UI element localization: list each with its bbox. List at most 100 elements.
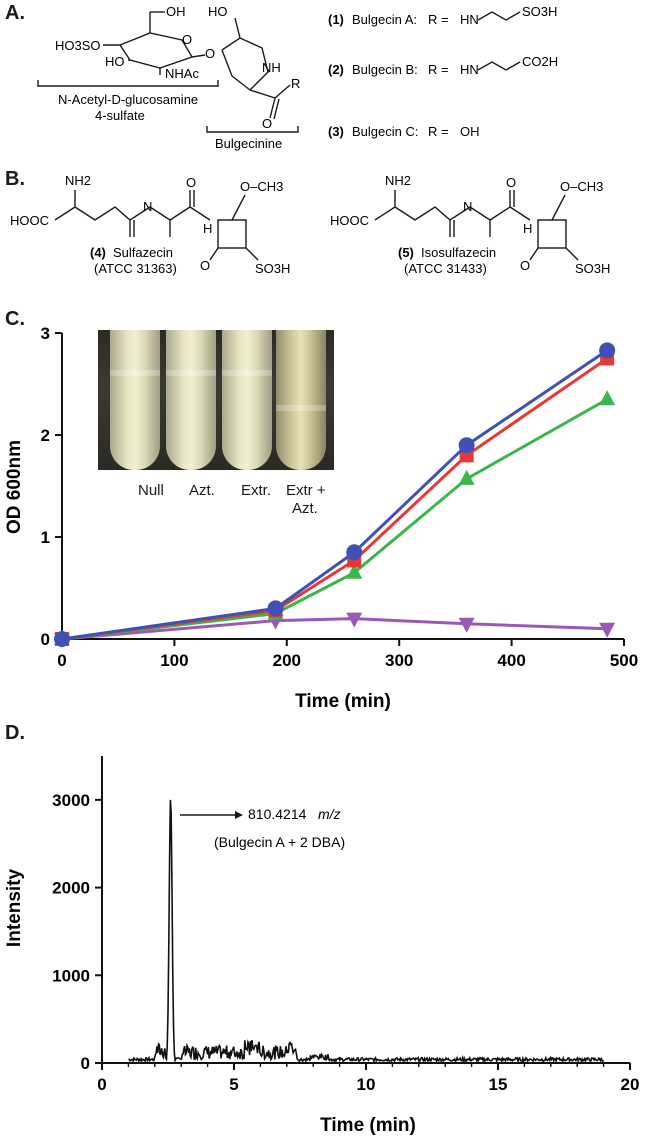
iso-so3h: SO3H	[575, 261, 610, 276]
glc-oh-label: OH	[166, 4, 186, 19]
panel-a-label: A.	[5, 2, 25, 24]
sulf-o-top: O	[186, 175, 196, 190]
x-tick-label: 20	[621, 1075, 640, 1094]
point-triangle-down	[346, 612, 363, 628]
panel-a-structure: HO3SO HO OH NHAc O O HO NH R O N-Acetyl-…	[37, 4, 558, 151]
peak-mz: 810.4214	[248, 806, 307, 822]
y-tick-label: 3	[41, 324, 50, 343]
growth-chart-ylabel: OD 600nm	[4, 440, 25, 534]
sulf-hooc: HOOC	[10, 213, 49, 228]
iso-h: H	[523, 221, 532, 236]
x-tick-label: 400	[497, 651, 525, 670]
svg-text:R =: R =	[428, 12, 449, 27]
trace-line	[128, 799, 605, 1065]
compound-2: (2) Bulgecin B: R = HN CO2H	[328, 54, 558, 77]
svg-text:(2): (2)	[328, 62, 344, 77]
svg-text:Bulgecin A:: Bulgecin A:	[352, 12, 417, 27]
iso-hooc: HOOC	[330, 213, 369, 228]
iso-atcc: (ATCC 31433)	[404, 261, 487, 276]
tube-extr-azt	[276, 330, 326, 470]
bulg-caption: Bulgecinine	[215, 136, 282, 151]
peak-mz-unit: m/z	[318, 806, 341, 822]
y-tick-label: 1000	[52, 966, 90, 985]
glc-so3-label: HO3SO	[55, 38, 101, 53]
svg-text:R =: R =	[428, 62, 449, 77]
iso-och3: O–CH3	[560, 179, 603, 194]
y-tick-label: 0	[81, 1054, 90, 1073]
point-circle	[346, 544, 363, 561]
tube-photo	[98, 330, 334, 470]
x-tick-label: 5	[229, 1075, 238, 1094]
bulg-nh-label: NH	[262, 60, 281, 75]
y-tick-label: 1	[41, 528, 50, 547]
x-tick-label: 500	[610, 651, 638, 670]
photo-label-null: Null	[138, 482, 164, 499]
glc-bracket	[37, 80, 219, 87]
y-tick-label: 0	[41, 630, 50, 649]
panel-b-label: B.	[5, 168, 25, 190]
iso-nh2: NH2	[385, 173, 411, 188]
svg-text:SO3H: SO3H	[522, 4, 557, 19]
sulf-och3: O–CH3	[240, 179, 283, 194]
glc-caption-2: 4-sulfate	[95, 108, 145, 123]
point-circle	[458, 437, 475, 454]
growth-chart-series	[54, 342, 616, 648]
point-triangle-up	[599, 390, 616, 406]
panel-d-label: D.	[5, 722, 25, 744]
photo-label-azt: Azt.	[189, 482, 215, 499]
bridge-o: O	[205, 46, 215, 61]
x-tick-label: 100	[160, 651, 188, 670]
glc-nhac-label: NHAc	[165, 66, 199, 81]
svg-text:R =: R =	[428, 124, 449, 139]
bulg-r-label: R	[291, 76, 300, 91]
sulf-atcc: (ATCC 31363)	[94, 261, 177, 276]
sulf-n: N	[143, 199, 152, 214]
photo-label-extr-plus: Extr +	[286, 482, 326, 499]
iso-num: (5)	[398, 245, 414, 260]
growth-chart: 0 100 200 300 400 500 0 1 2 3 Time (min) OD 600nm	[4, 324, 639, 712]
bulg-o-label: O	[262, 116, 272, 131]
tube-null	[110, 330, 160, 470]
svg-text:(1): (1)	[328, 12, 344, 27]
point-circle	[54, 631, 70, 647]
sulf-h: H	[203, 221, 212, 236]
x-tick-label: 0	[57, 651, 66, 670]
tube-extr	[222, 330, 272, 470]
iso-name: Isosulfazecin	[421, 245, 496, 260]
growth-chart-xlabel: Time (min)	[295, 691, 391, 712]
iso-o-ring: O	[520, 258, 530, 273]
ms-chart: 0 5 10 15 20 0 1000 2000 3000 810.4214 m/z (Bulg…	[4, 756, 639, 1136]
glc-ho-label: HO	[105, 54, 125, 69]
compound-3: (3) Bulgecin C: R = OH	[328, 124, 480, 139]
x-tick-label: 15	[489, 1075, 508, 1094]
glc-caption-1: N-Acetyl-D-glucosamine	[58, 92, 198, 107]
point-circle	[599, 342, 616, 359]
x-tick-label: 200	[273, 651, 301, 670]
growth-chart-axes: 0 100 200 300 400 500 0 1 2 3	[41, 324, 639, 670]
iso-n: N	[463, 199, 472, 214]
sulf-name: Sulfazecin	[113, 245, 173, 260]
panel-b-structure: NH2 HOOC O O–CH3 N H O SO3H (4) Sulfazec…	[10, 173, 610, 276]
svg-text:HN: HN	[460, 12, 479, 27]
point-circle	[267, 600, 284, 617]
svg-text:CO2H: CO2H	[522, 54, 558, 69]
compound-1: (1) Bulgecin A: R = HN SO3H	[328, 4, 557, 27]
point-triangle-up	[458, 469, 475, 485]
point-triangle-down	[458, 617, 475, 633]
panel-c-label: C.	[5, 308, 25, 330]
ms-chart-ylabel: Intensity	[4, 869, 25, 948]
ms-chart-xlabel: Time (min)	[320, 1115, 416, 1136]
svg-text:(3): (3)	[328, 124, 344, 139]
x-tick-label: 300	[385, 651, 413, 670]
point-triangle-down	[599, 622, 616, 638]
bulg-bracket	[206, 126, 299, 133]
y-tick-label: 2	[41, 426, 50, 445]
ms-chart-axes: 0 5 10 15 20 0 1000 2000 3000	[52, 756, 639, 1094]
photo-label-extr: Extr.	[241, 482, 272, 499]
bulg-ho-label: HO	[208, 4, 228, 19]
ms-chart-trace	[128, 799, 605, 1065]
photo-label-extr-azt: Azt.	[292, 500, 318, 517]
peak-arrowhead	[235, 811, 243, 819]
svg-text:OH: OH	[460, 124, 480, 139]
svg-text:Bulgecin C:: Bulgecin C:	[352, 124, 418, 139]
